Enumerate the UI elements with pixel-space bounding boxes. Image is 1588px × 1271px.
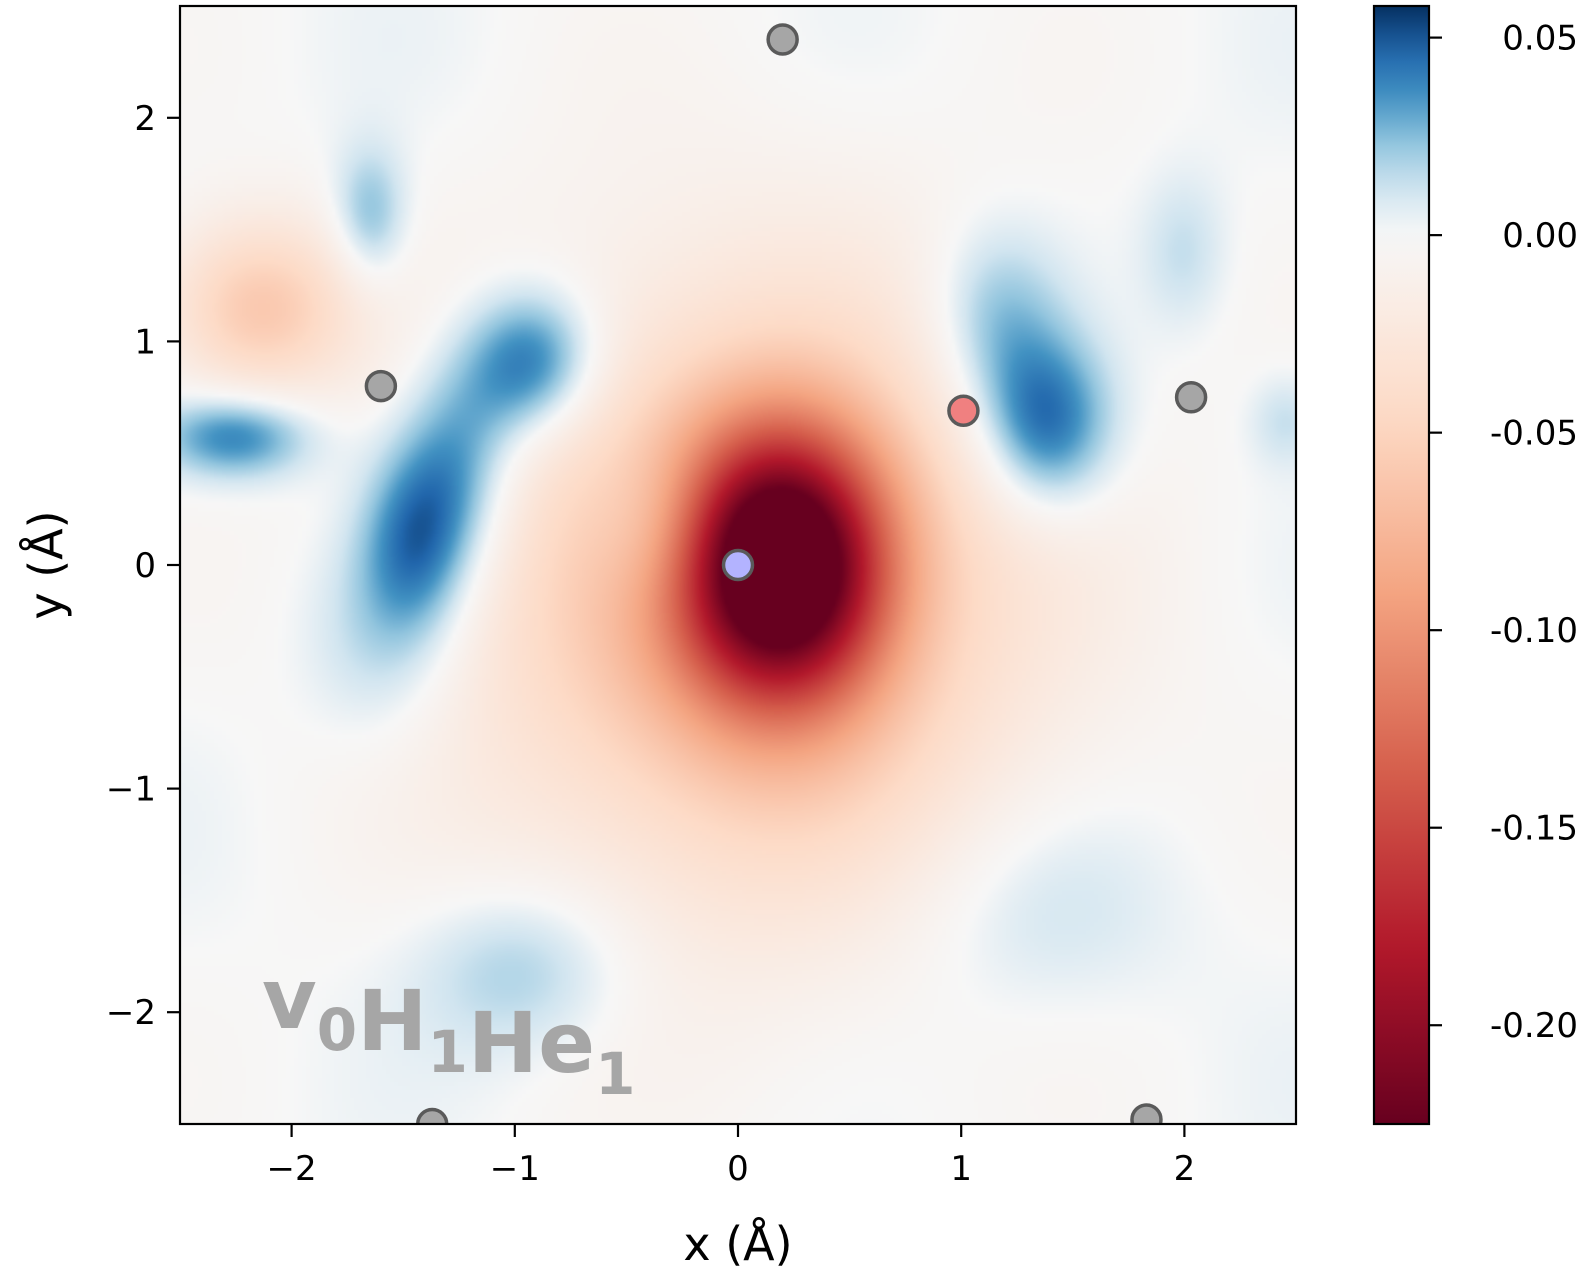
x-tick-label: 0 [727,1149,749,1189]
y-tick-label: 0 [134,546,156,586]
y-axis-label: y (Å) [19,510,73,619]
system-annotation: v0H1He1 [262,950,635,1108]
colorbar-tick-label: -0.10 [1490,611,1578,651]
atom-marker [947,394,980,427]
atom-marker [415,1107,449,1124]
atom-marker [1174,381,1208,414]
atom-marker [1130,1103,1163,1124]
y-tick-label: 1 [134,322,156,362]
atom-marker [364,369,398,403]
atom-marker [766,23,799,56]
y-axis: −2 −1 0 1 2 [106,99,180,1033]
colorbar: 0.05 0.00 -0.05 -0.10 -0.15 -0.20 [1372,4,1578,1126]
colorbar-tick-label: -0.20 [1490,1006,1578,1046]
atom-marker [721,548,755,582]
x-axis: −2 −1 0 1 2 [267,1124,1196,1189]
x-axis-label: x (Å) [683,1217,792,1271]
x-tick-label: −1 [490,1149,540,1189]
y-tick-label: −1 [106,770,156,810]
colorbar-tick-label: -0.05 [1490,414,1578,454]
y-tick-label: 2 [134,99,156,139]
colorbar-ticks: 0.05 0.00 -0.05 -0.10 -0.15 -0.20 [1429,19,1578,1046]
plot-area: v0H1He1 [178,4,1298,1126]
colorbar-tick-label: 0.00 [1502,216,1578,256]
x-tick-label: −2 [267,1149,317,1189]
x-tick-label: 2 [1174,1149,1196,1189]
colorbar-frame [1372,4,1431,1126]
x-tick-label: 1 [950,1149,972,1189]
atoms-layer [364,23,1208,1124]
colorbar-tick-label: 0.05 [1502,19,1578,59]
colorbar-fill [1374,6,1429,1124]
colorbar-tick-label: -0.15 [1490,809,1578,849]
y-tick-label: −2 [106,993,156,1033]
